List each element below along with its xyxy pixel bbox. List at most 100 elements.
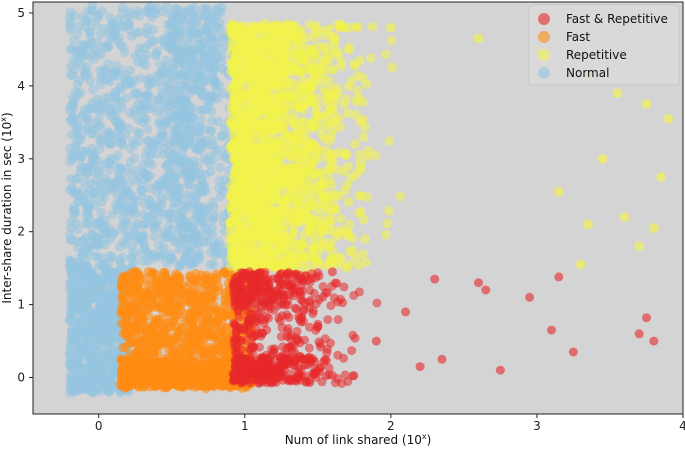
point-repetitive xyxy=(275,134,286,145)
point-repetitive xyxy=(232,97,242,108)
point-fast xyxy=(128,319,138,330)
point-normal xyxy=(117,213,128,224)
point-repetitive xyxy=(344,42,355,53)
point-repetitive xyxy=(314,246,325,256)
point-normal xyxy=(95,180,105,190)
point-fast xyxy=(188,323,199,333)
point-normal xyxy=(183,50,194,61)
point-repetitive xyxy=(324,175,335,185)
point-normal xyxy=(204,100,214,110)
point-normal xyxy=(111,176,121,187)
point-fast xyxy=(122,270,133,281)
point-normal xyxy=(136,106,146,116)
point-fast xyxy=(163,307,174,317)
point-normal xyxy=(137,186,147,196)
point-fast xyxy=(119,300,130,311)
point-fast xyxy=(174,309,184,320)
point-normal xyxy=(126,31,137,41)
point-normal xyxy=(117,186,128,196)
point-normal xyxy=(97,71,107,81)
point-normal xyxy=(172,186,183,196)
point-normal xyxy=(204,91,215,101)
point-normal xyxy=(131,166,141,176)
point-repetitive xyxy=(287,60,298,71)
point-repetitive xyxy=(343,161,353,172)
point-normal xyxy=(130,88,141,98)
point-normal xyxy=(207,40,218,51)
point-normal xyxy=(101,376,111,387)
point-normal xyxy=(149,142,159,152)
point-repetitive xyxy=(312,110,323,121)
point-normal xyxy=(65,44,76,55)
point-fast xyxy=(122,370,132,380)
point-repetitive xyxy=(358,249,368,259)
point-fast xyxy=(185,278,196,288)
point-normal xyxy=(108,282,119,293)
point-repetitive xyxy=(324,166,335,176)
point-normal xyxy=(138,159,148,170)
point-repetitive xyxy=(329,36,340,47)
point-repetitive xyxy=(231,85,241,96)
point-normal xyxy=(165,9,175,19)
point-repetitive xyxy=(285,149,296,160)
point-normal xyxy=(85,41,95,52)
point-normal xyxy=(74,353,84,364)
point-normal xyxy=(139,238,149,248)
point-repetitive xyxy=(337,22,348,33)
point-repetitive xyxy=(299,144,309,155)
point-normal xyxy=(114,33,124,43)
point-fast xyxy=(161,328,172,338)
point-normal xyxy=(107,139,117,149)
point-repetitive xyxy=(315,121,326,132)
point-normal xyxy=(135,11,145,21)
point-normal xyxy=(180,80,190,91)
point-normal xyxy=(192,17,203,28)
point-normal xyxy=(176,258,187,269)
point-fast xyxy=(166,299,176,310)
point-repetitive xyxy=(353,71,363,81)
point-repetitive xyxy=(302,185,312,196)
point-normal xyxy=(165,139,175,150)
point-repetitive xyxy=(319,237,329,248)
point-repetitive xyxy=(349,59,359,69)
point-normal xyxy=(113,127,124,137)
point-normal xyxy=(184,138,194,149)
point-normal xyxy=(137,58,147,68)
point-repetitive xyxy=(295,153,306,164)
point-normal xyxy=(143,74,153,85)
point-repetitive xyxy=(355,117,366,127)
point-fast xyxy=(172,332,182,343)
point-normal xyxy=(71,207,81,218)
point-repetitive xyxy=(296,52,307,63)
point-normal xyxy=(87,271,98,282)
point-normal xyxy=(124,123,134,134)
point-repetitive xyxy=(300,202,311,213)
point-repetitive xyxy=(299,230,310,240)
point-normal xyxy=(100,233,111,244)
point-normal xyxy=(215,191,226,202)
point-normal xyxy=(94,166,105,176)
point-normal xyxy=(142,124,153,134)
point-normal xyxy=(95,79,106,90)
point-normal xyxy=(99,326,110,337)
point-repetitive xyxy=(229,181,239,192)
point-normal xyxy=(118,252,128,263)
point-normal xyxy=(108,229,119,239)
point-repetitive xyxy=(333,112,344,123)
point-repetitive xyxy=(264,53,274,64)
point-normal xyxy=(138,255,148,266)
point-normal xyxy=(83,6,93,17)
point-normal xyxy=(108,368,119,379)
point-normal xyxy=(125,157,136,168)
point-normal xyxy=(193,126,204,136)
point-fast xyxy=(175,352,185,362)
point-normal xyxy=(151,49,162,59)
point-normal xyxy=(83,206,93,216)
point-repetitive xyxy=(285,79,295,89)
point-repetitive xyxy=(321,194,331,205)
point-repetitive xyxy=(243,203,254,214)
point-repetitive xyxy=(316,179,327,189)
point-normal xyxy=(141,114,151,125)
point-repetitive xyxy=(361,257,372,268)
point-repetitive xyxy=(320,54,330,65)
